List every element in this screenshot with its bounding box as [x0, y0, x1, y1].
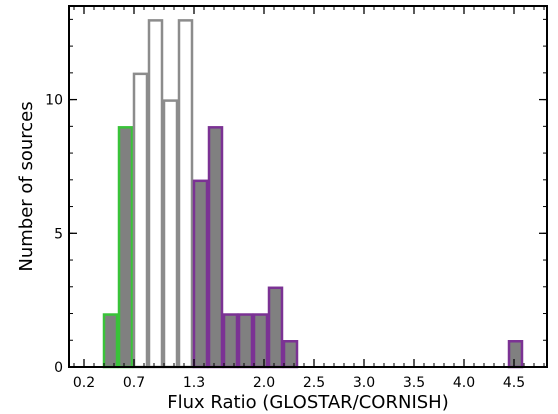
x-tick-label: 0.7 — [123, 375, 145, 391]
x-tick-label: 3.0 — [353, 375, 375, 391]
histogram-bar — [132, 72, 149, 369]
y-axis-label: Number of sources — [16, 101, 37, 271]
bars-layer — [102, 19, 524, 369]
histogram-bar — [147, 19, 164, 369]
plot-frame — [68, 5, 548, 368]
histogram-bar — [192, 179, 209, 369]
histogram-bar — [267, 286, 284, 369]
x-axis-label: Flux Ratio (GLOSTAR/CORNISH) — [167, 392, 449, 413]
y-tick-label: 10 — [45, 93, 63, 109]
histogram-bar — [177, 19, 194, 369]
x-tick-label: 3.5 — [403, 375, 425, 391]
histogram-bar — [282, 340, 299, 369]
tick-labels-layer: 0.2 0.7 1.3 2.0 2.5 3.0 3.5 4.0 4.5 0 5 10 — [45, 93, 525, 391]
x-tick-label: 4.5 — [503, 375, 525, 391]
histogram-bar — [252, 313, 269, 369]
y-tick-label: 5 — [54, 226, 63, 242]
x-tick-label: 2.0 — [253, 375, 275, 391]
x-tick-label: 2.5 — [303, 375, 325, 391]
histogram-bar — [507, 340, 524, 369]
histogram-bar — [162, 99, 179, 369]
histogram-bar — [237, 313, 254, 369]
x-tick-label: 4.0 — [453, 375, 475, 391]
histogram-bar — [207, 126, 224, 369]
histogram-bar — [117, 126, 134, 369]
x-tick-label: 1.3 — [183, 375, 205, 391]
ticks-layer — [69, 6, 547, 368]
histogram-bar — [102, 313, 119, 369]
x-tick-label: 0.2 — [73, 375, 95, 391]
y-tick-label: 0 — [54, 360, 63, 376]
histogram-bar — [222, 313, 239, 369]
